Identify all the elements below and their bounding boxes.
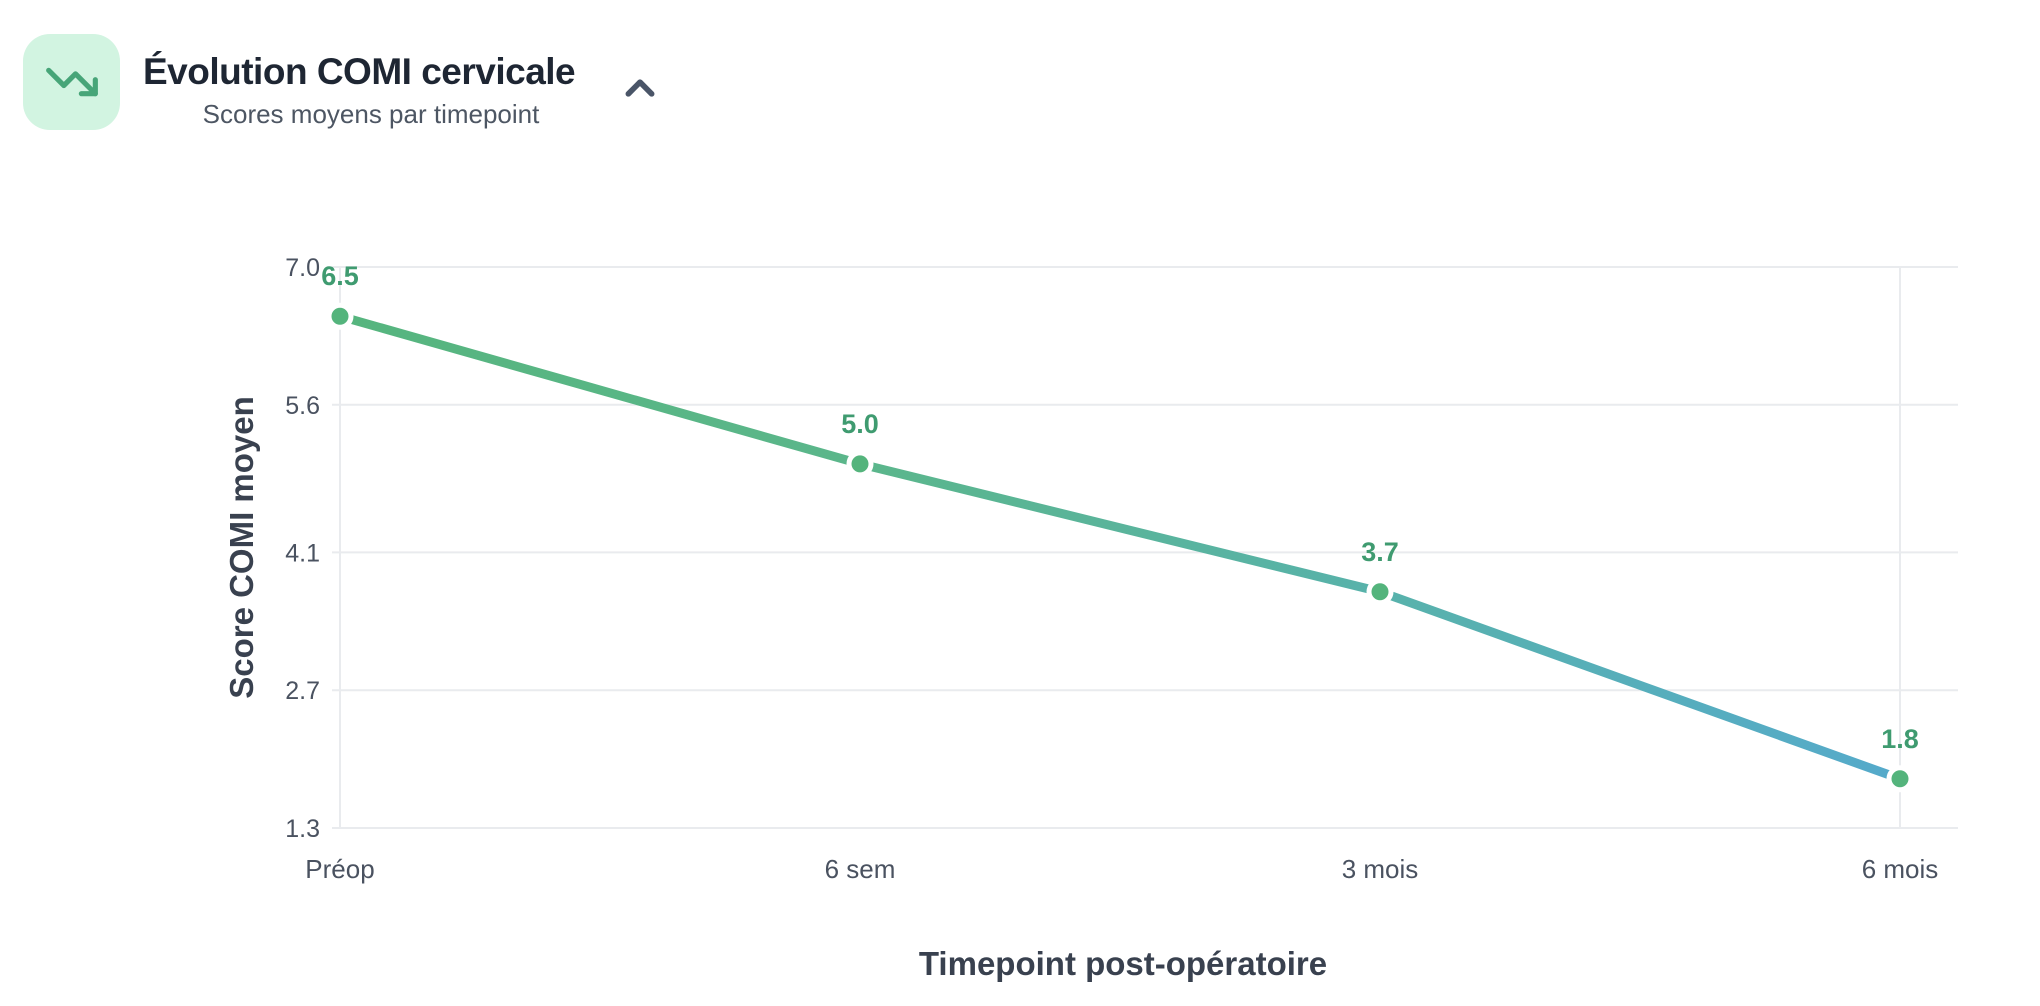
x-axis-title: Timepoint post-opératoire <box>919 945 1327 982</box>
chevron-up-icon <box>625 79 655 97</box>
y-tick-label: 4.1 <box>285 539 320 567</box>
trending-down-icon <box>23 34 120 130</box>
trend-line <box>335 311 1905 784</box>
data-point-2[interactable] <box>846 450 874 478</box>
data-point-label: 6.5 <box>321 261 359 291</box>
data-point-1[interactable] <box>326 302 354 330</box>
data-point-label: 5.0 <box>841 409 879 439</box>
y-tick-label: 1.3 <box>285 815 320 843</box>
card-subtitle: Scores moyens par timepoint <box>202 98 540 129</box>
card-header-text: Évolution COMI cervicale Scores moyens p… <box>143 50 599 130</box>
y-axis-title: Score COMI moyen <box>223 396 260 699</box>
x-tick-label: 6 mois <box>1862 854 1939 884</box>
card-title: Évolution COMI cervicale <box>143 51 576 92</box>
x-tick-label: Préop <box>305 854 374 884</box>
data-point-label: 3.7 <box>1361 537 1399 567</box>
y-tick-label: 7.0 <box>285 254 320 282</box>
data-point-label: 1.8 <box>1881 724 1919 754</box>
x-tick-label: 3 mois <box>1342 854 1419 884</box>
x-tick-label: 6 sem <box>825 854 896 884</box>
collapse-button[interactable] <box>612 60 668 116</box>
y-tick-label: 2.7 <box>285 677 320 705</box>
y-tick-label: 5.6 <box>285 392 320 420</box>
data-point-4[interactable] <box>1886 765 1914 793</box>
data-point-3[interactable] <box>1366 578 1394 606</box>
